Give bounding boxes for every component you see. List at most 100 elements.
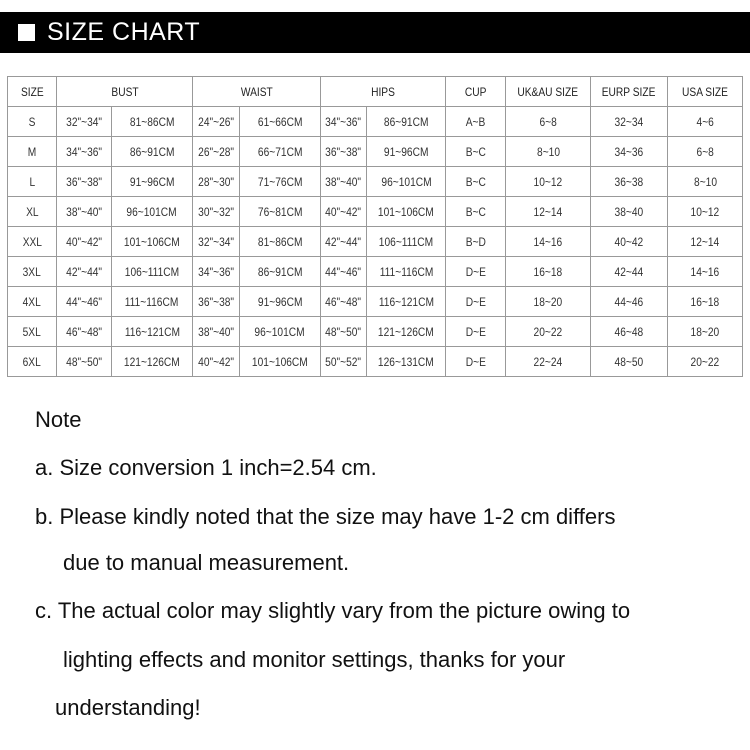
cell-bust-in: 44"~46"	[56, 286, 112, 317]
cell-uk-au-size: 18~20	[505, 286, 592, 317]
cell-hips-in: 34"~36"	[320, 106, 368, 137]
size-chart-banner: SIZE CHART	[0, 12, 750, 53]
cell-waist-cm: 61~66CM	[239, 106, 322, 137]
cell-size: M	[7, 136, 57, 167]
cell-uk-au-size: 20~22	[505, 316, 592, 347]
cell-size: 3XL	[7, 256, 57, 287]
header-usa-size: USA SIZE	[667, 76, 744, 107]
cell-hips-cm: 126~131CM	[366, 346, 447, 377]
cell-uk-au-size: 22~24	[505, 346, 592, 377]
header-size: SIZE	[7, 76, 57, 107]
cell-cup: D~E	[445, 256, 507, 287]
cell-hips-cm: 91~96CM	[366, 136, 447, 167]
cell-bust-cm: 121~126CM	[110, 346, 194, 377]
cell-waist-in: 30"~32"	[192, 196, 241, 227]
cell-hips-in: 48"~50"	[320, 316, 368, 347]
header-uk-au-size: UK&AU SIZE	[505, 76, 592, 107]
cell-uk-au-size: 10~12	[505, 166, 592, 197]
cell-eurp-size: 38~40	[590, 196, 669, 227]
cell-bust-cm: 111~116CM	[110, 286, 194, 317]
cell-uk-au-size: 12~14	[505, 196, 592, 227]
cell-eurp-size: 32~34	[590, 106, 669, 137]
cell-hips-cm: 86~91CM	[366, 106, 447, 137]
size-chart-table: SIZE BUST WAIST HIPS CUP UK&AU SIZE EURP…	[7, 76, 744, 377]
cell-bust-cm: 106~111CM	[110, 256, 194, 287]
cell-usa-size: 10~12	[667, 196, 744, 227]
table-body: S 32"~34" 81~86CM 24"~26" 61~66CM 34"~36" 86~9…	[7, 106, 744, 377]
cell-usa-size: 4~6	[667, 106, 744, 137]
header-waist: WAIST	[192, 76, 322, 107]
cell-size: XL	[7, 196, 57, 227]
note-c-line1: c. The actual color may slightly vary fr…	[35, 598, 631, 623]
cell-hips-cm: 121~126CM	[366, 316, 447, 347]
cell-waist-cm: 81~86CM	[239, 226, 322, 257]
cell-bust-in: 38"~40"	[56, 196, 112, 227]
cell-eurp-size: 40~42	[590, 226, 669, 257]
cell-size: 4XL	[7, 286, 57, 317]
note-b-line2: due to manual measurement.	[63, 550, 350, 575]
note-b-line1: b. Please kindly noted that the size may…	[35, 504, 616, 529]
header-bust: BUST	[55, 76, 194, 107]
cell-usa-size: 8~10	[667, 166, 744, 197]
note-c-line3: understanding!	[55, 695, 201, 720]
cell-uk-au-size: 16~18	[505, 256, 592, 287]
header-eurp-size: EURP SIZE	[590, 76, 669, 107]
cell-size: S	[7, 106, 57, 137]
cell-eurp-size: 48~50	[590, 346, 669, 377]
cell-waist-in: 24"~26"	[192, 106, 241, 137]
cell-eurp-size: 34~36	[590, 136, 669, 167]
cell-bust-in: 34"~36"	[56, 136, 112, 167]
cell-hips-in: 40"~42"	[320, 196, 368, 227]
table-row: 3XL 42"~44" 106~111CM 34"~36" 86~91CM 44"~46"…	[7, 256, 744, 287]
cell-hips-cm: 101~106CM	[366, 196, 447, 227]
cell-bust-in: 32"~34"	[56, 106, 112, 137]
table-row: XL 38"~40" 96~101CM 30"~32" 76~81CM 40"~42" 10…	[7, 196, 744, 227]
banner-title: SIZE CHART	[47, 18, 201, 46]
table-header-row: SIZE BUST WAIST HIPS CUP UK&AU SIZE EURP…	[7, 76, 744, 107]
cell-bust-in: 36"~38"	[56, 166, 112, 197]
cell-size: 6XL	[7, 346, 57, 377]
cell-hips-cm: 106~111CM	[366, 226, 447, 257]
cell-hips-in: 46"~48"	[320, 286, 368, 317]
cell-cup: B~C	[445, 136, 507, 167]
cell-hips-in: 38"~40"	[320, 166, 368, 197]
white-square-icon	[18, 24, 35, 41]
cell-usa-size: 6~8	[667, 136, 744, 167]
cell-cup: A~B	[445, 106, 507, 137]
cell-hips-cm: 96~101CM	[366, 166, 447, 197]
cell-waist-in: 38"~40"	[192, 316, 241, 347]
cell-hips-cm: 116~121CM	[366, 286, 447, 317]
cell-waist-in: 28"~30"	[192, 166, 241, 197]
cell-eurp-size: 46~48	[590, 316, 669, 347]
cell-usa-size: 20~22	[667, 346, 744, 377]
cell-bust-in: 42"~44"	[56, 256, 112, 287]
note-c-line2: lighting effects and monitor settings, t…	[63, 647, 566, 672]
cell-bust-in: 48"~50"	[56, 346, 112, 377]
cell-bust-cm: 81~86CM	[110, 106, 194, 137]
cell-cup: D~E	[445, 286, 507, 317]
cell-waist-cm: 96~101CM	[239, 316, 322, 347]
cell-size: 5XL	[7, 316, 57, 347]
table-row: M 34"~36" 86~91CM 26"~28" 66~71CM 36"~38" 91~9…	[7, 136, 744, 167]
cell-waist-in: 36"~38"	[192, 286, 241, 317]
cell-hips-in: 36"~38"	[320, 136, 368, 167]
cell-usa-size: 16~18	[667, 286, 744, 317]
cell-waist-in: 40"~42"	[192, 346, 241, 377]
notes-heading: Note	[35, 407, 82, 432]
cell-bust-cm: 96~101CM	[110, 196, 194, 227]
table-row: 6XL 48"~50" 121~126CM 40"~42" 101~106CM 50"~5…	[7, 346, 744, 377]
cell-bust-cm: 116~121CM	[110, 316, 194, 347]
cell-usa-size: 12~14	[667, 226, 744, 257]
cell-cup: D~E	[445, 316, 507, 347]
cell-bust-cm: 91~96CM	[110, 166, 194, 197]
cell-hips-in: 50"~52"	[320, 346, 368, 377]
note-a: a. Size conversion 1 inch=2.54 cm.	[35, 455, 377, 480]
cell-cup: B~D	[445, 226, 507, 257]
cell-eurp-size: 42~44	[590, 256, 669, 287]
cell-eurp-size: 36~38	[590, 166, 669, 197]
cell-cup: D~E	[445, 346, 507, 377]
cell-cup: B~C	[445, 166, 507, 197]
table-row: 5XL 46"~48" 116~121CM 38"~40" 96~101CM 48"~50…	[7, 316, 744, 347]
cell-usa-size: 18~20	[667, 316, 744, 347]
table-row: XXL 40"~42" 101~106CM 32"~34" 81~86CM 42"~44"…	[7, 226, 744, 257]
